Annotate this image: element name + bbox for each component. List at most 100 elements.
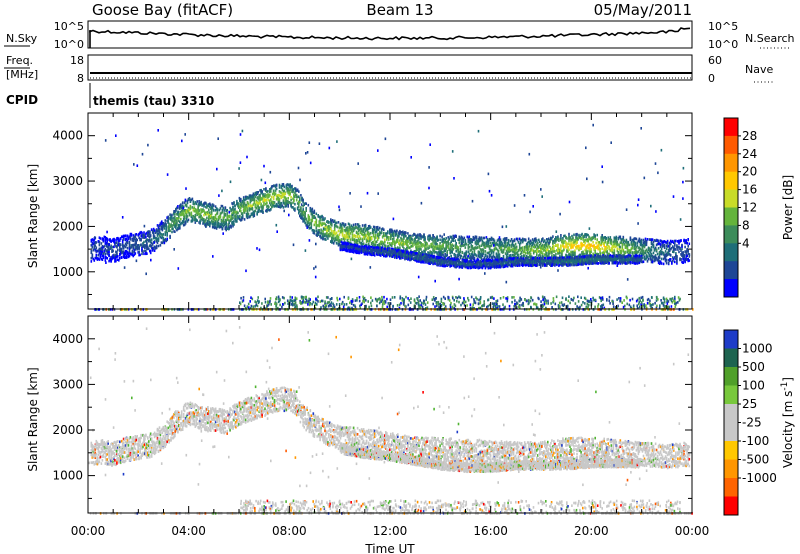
power-cell [244,218,246,221]
power-cell [248,213,250,216]
power-cell [209,211,211,214]
power-cell [211,211,213,214]
noise-right-tick-top: 10^5 [708,20,738,33]
power-cell [165,234,167,237]
power-cell [165,227,167,230]
power-cell [198,209,200,212]
power-cell [103,256,105,259]
power-cell [149,230,151,233]
power-cell [127,247,129,250]
power-cell [163,233,165,236]
cpid-value: themis (tau) 3310 [93,94,214,108]
noise-right-tick-bottom: 10^0 [708,38,738,51]
power-cell [228,215,230,218]
power-cell [196,200,198,203]
power-cell [121,248,123,251]
power-cell [135,252,137,255]
power-cell [281,202,283,205]
power-cell [289,189,291,192]
power-cell [215,222,217,225]
beam-title: Beam 13 [366,1,433,19]
noise-search-label: N.Search [745,32,795,45]
nave-right-tick-top: 60 [708,54,722,67]
power-cell [290,196,292,199]
power-cell [99,244,101,247]
freq-left-tick-bottom: 8 [77,72,84,85]
power-cell [136,239,138,242]
power-cell [273,190,275,193]
power-cell [106,257,108,260]
power-cell [166,238,168,241]
power-cell [96,254,98,257]
power-cell [196,219,198,222]
power-cell [293,200,295,203]
power-cell [300,194,302,197]
power-cell [225,222,227,225]
power-cell [92,246,94,249]
power-cell [230,225,232,228]
power-cell [117,249,119,252]
power-cell [117,255,119,258]
power-cell [190,207,192,210]
power-cell [191,214,193,217]
power-cell [113,246,115,249]
power-cell [143,241,145,244]
power-cell [294,207,296,210]
power-cell [279,184,281,187]
power-cell [261,190,263,193]
power-cell [247,215,249,218]
power-cell [252,208,254,211]
power-cell [216,218,218,221]
power-cell [110,240,112,243]
cpid-label: CPID [6,93,38,107]
power-cell [145,236,147,239]
power-cell [240,210,242,213]
power-cell [187,215,189,218]
power-cell [284,186,286,189]
power-cell [114,239,116,242]
power-cell [258,206,260,209]
power-cell [127,242,129,245]
power-cell [266,202,268,205]
freq-label: Freq. [6,54,33,67]
power-cell [169,230,171,233]
power-cell [167,217,169,220]
power-cell [283,183,285,186]
power-cell [140,238,142,241]
power-cell [153,232,155,235]
power-cell [112,250,114,253]
power-data-cells [91,124,694,311]
power-cell [269,194,271,197]
power-cell [222,228,224,231]
date-title: 05/May/2011 [594,1,692,19]
power-cell [138,251,140,254]
station-title: Goose Bay (fitACF) [92,1,233,19]
power-cell [123,247,125,250]
power-cell [302,199,304,202]
power-cell [233,220,235,223]
power-cell [267,190,269,193]
power-cell [256,207,258,210]
power-cell [171,231,173,234]
power-cell [213,209,215,212]
power-cell [239,215,241,218]
power-cell [165,224,167,227]
power-cell [276,184,278,187]
power-cell [148,248,150,251]
power-cell [104,245,106,248]
power-cell [234,208,236,211]
power-cell [119,257,121,260]
power-cell [248,203,250,206]
power-cell [158,239,160,242]
power-cell [300,206,302,209]
power-cell [96,246,98,249]
power-cell [257,191,259,194]
power-cell [195,214,197,217]
power-cell [160,244,162,247]
power-cell [254,214,256,217]
power-cell [192,198,194,201]
power-cell [286,198,288,201]
noise-left-tick-bottom: 10^0 [54,38,84,51]
power-cell [129,241,131,244]
power-cell [125,234,127,237]
